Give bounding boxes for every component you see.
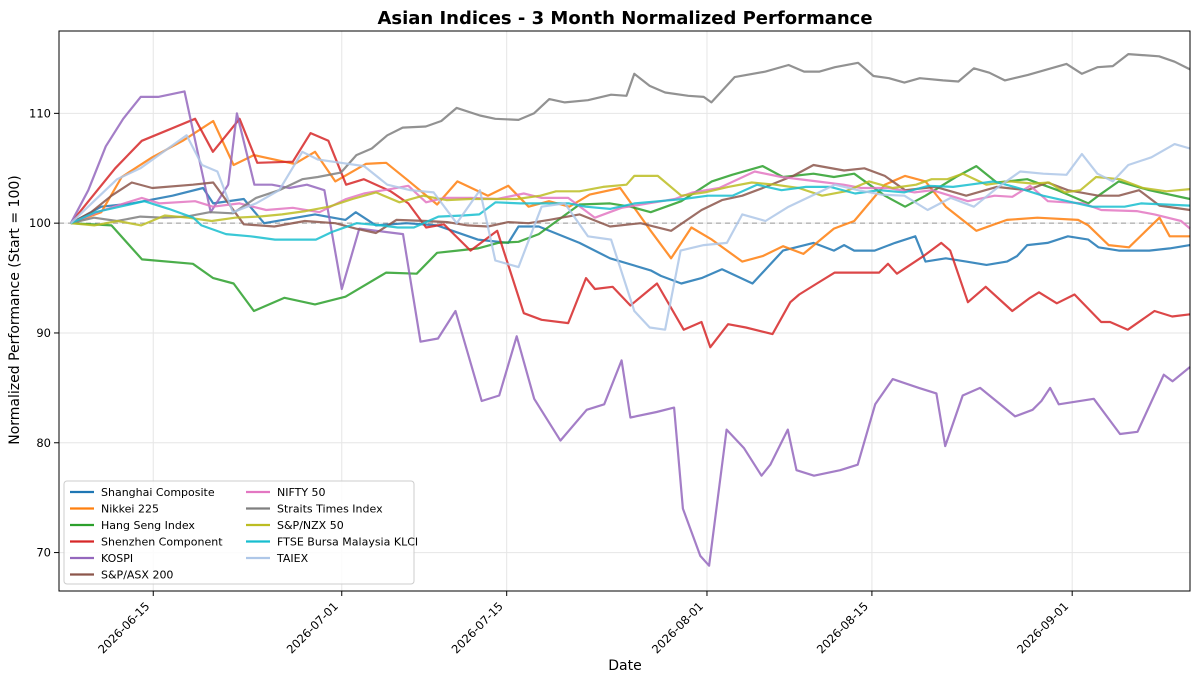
x-tick-label: 2026-09-01 — [1014, 599, 1071, 656]
series-line-shanghai-composite — [70, 186, 1191, 285]
series-line-kospi — [69, 90, 1191, 567]
series-line-ftse-bursa-malaysia-klci — [70, 180, 1191, 241]
legend-entry: Shenzhen Component — [101, 536, 223, 549]
legend-entry: Hang Seng Index — [101, 519, 195, 532]
y-tick-label: 80 — [36, 436, 51, 450]
y-tick-label: 110 — [29, 106, 51, 120]
y-tick-label: 100 — [29, 216, 51, 230]
legend-entry: KOSPI — [101, 552, 133, 565]
y-axis-label: Normalized Performance (Start = 100) — [7, 175, 23, 445]
legend: Shanghai Composite Nikkei 225 Hang Seng In… — [63, 480, 418, 585]
x-tick-label: 2026-06-15 — [95, 599, 152, 656]
series-line-s-p-nzx-50 — [70, 172, 1191, 227]
legend-entry: FTSE Bursa Malaysia KLCI — [277, 536, 418, 549]
x-tick-label: 2026-07-15 — [449, 599, 506, 656]
series-line-nifty-50 — [70, 170, 1191, 230]
legend-entry: Nikkei 225 — [101, 503, 159, 516]
y-tick-label: 90 — [36, 326, 51, 340]
x-tick-label: 2026-08-01 — [649, 599, 706, 656]
legend-entry: NIFTY 50 — [277, 486, 326, 499]
legend-entry: TAIEX — [276, 552, 309, 565]
x-axis: 2026-06-15 2026-07-01 2026-07-15 2026-08-01… — [95, 591, 1073, 656]
legend-entry: S&P/ASX 200 — [101, 569, 173, 582]
series-layer — [69, 52, 1191, 567]
y-tick-label: 70 — [36, 546, 51, 560]
plot-area — [58, 30, 1191, 592]
y-axis: 70 80 90 100 110 — [29, 106, 59, 560]
series-line-straits-times-index — [70, 52, 1191, 225]
x-tick-label: 2026-08-15 — [814, 599, 871, 656]
chart-title: Asian Indices - 3 Month Normalized Perfo… — [377, 8, 872, 29]
legend-entry: Straits Times Index — [277, 503, 383, 516]
legend-entry: S&P/NZX 50 — [277, 519, 344, 532]
series-line-taiex — [70, 134, 1191, 331]
series-line-s-p-asx-200 — [70, 163, 1191, 235]
series-line-shenzhen-component — [69, 117, 1191, 349]
x-axis-label: Date — [608, 658, 641, 674]
series-line-hang-seng-index — [70, 165, 1191, 313]
legend-entry: Shanghai Composite — [101, 486, 215, 499]
x-tick-label: 2026-07-01 — [284, 599, 341, 656]
legend-box — [63, 480, 415, 585]
